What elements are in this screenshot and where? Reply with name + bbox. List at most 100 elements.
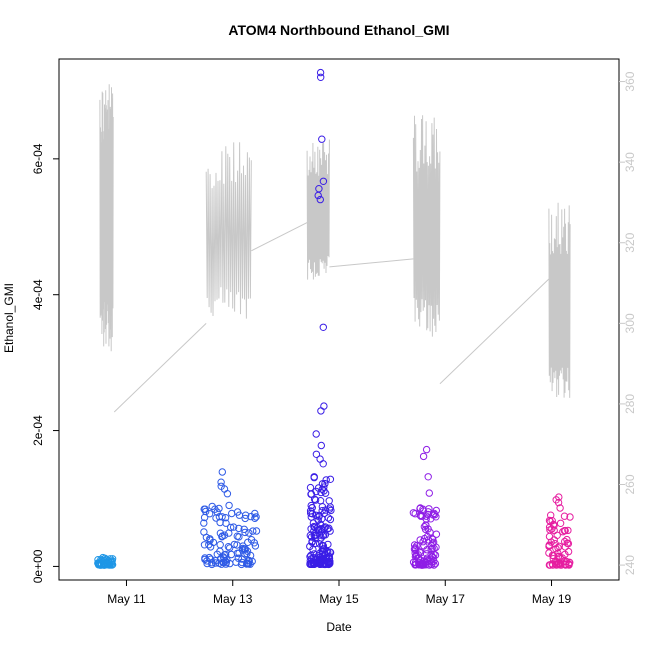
x-tick-label: May 11 [107, 592, 146, 606]
data-point [251, 542, 260, 550]
series-1 [94, 553, 117, 569]
data-point [560, 512, 569, 520]
data-point [430, 544, 438, 553]
data-point [422, 521, 430, 530]
data-point [234, 554, 243, 562]
data-point [238, 555, 246, 563]
data-point [326, 560, 334, 568]
data-point [247, 512, 255, 521]
data-point [324, 540, 332, 549]
data-point [327, 506, 335, 515]
data-point [319, 177, 328, 186]
data-point [558, 554, 566, 562]
data-point [326, 515, 335, 524]
data-point [432, 506, 440, 515]
y-axis-label: Ethanol_GMI [2, 283, 16, 353]
data-point [218, 533, 226, 541]
series-4 [409, 445, 441, 569]
data-point [99, 553, 107, 562]
data-point [410, 541, 419, 549]
data-point [554, 552, 563, 560]
data-point [317, 525, 325, 533]
data-point [226, 559, 234, 568]
data-point [235, 524, 243, 533]
data-point [245, 529, 253, 537]
x-tick-label: May 19 [532, 592, 572, 606]
data-point [545, 561, 554, 569]
secondary-line-connector-2 [251, 222, 308, 252]
data-point [317, 441, 325, 450]
data-point [225, 501, 233, 510]
secondary-line-segment-5 [548, 202, 571, 398]
data-point [326, 527, 334, 535]
data-point [314, 484, 323, 492]
data-point [426, 528, 434, 536]
data-point [218, 468, 227, 476]
data-point [553, 531, 561, 539]
data-point [203, 557, 211, 565]
data-point [241, 528, 249, 537]
secondary-line-segment-4 [412, 115, 441, 337]
data-point [311, 539, 320, 547]
data-point [316, 455, 324, 463]
data-point [211, 557, 220, 565]
data-point [202, 533, 211, 542]
data-point [316, 68, 325, 77]
secondary-line-segment-2 [205, 142, 252, 319]
y2-tick-label: 260 [623, 474, 637, 494]
data-point [315, 185, 323, 193]
data-point [420, 523, 429, 531]
data-point [252, 527, 261, 535]
data-point [312, 430, 320, 438]
data-point [311, 496, 320, 504]
data-point [317, 407, 325, 415]
data-point [416, 548, 424, 556]
secondary-line-segment-3 [306, 139, 330, 280]
series-2 [200, 468, 261, 569]
data-point [240, 545, 249, 553]
data-point [251, 514, 259, 522]
y2-tick-label: 300 [623, 313, 637, 333]
plot-area: May 11 May 13 May 15 May 17 May 19 0e+00 2e-04… [31, 58, 637, 606]
data-point [545, 516, 554, 525]
data-point [222, 519, 230, 527]
data-point [561, 537, 569, 546]
data-point [319, 323, 327, 331]
data-point [310, 495, 319, 503]
data-point [315, 549, 324, 558]
data-point [422, 445, 431, 454]
data-point [564, 526, 572, 535]
chart-title: ATOM4 Northbound Ethanol_GMI [228, 22, 449, 38]
data-point [547, 511, 555, 519]
data-point [307, 490, 316, 498]
data-point [564, 547, 573, 556]
x-tick-label: May 15 [319, 592, 359, 606]
data-point [416, 556, 424, 564]
data-point [200, 519, 208, 527]
series-5 [545, 493, 574, 569]
data-point [320, 402, 328, 410]
secondary-line-group [99, 84, 571, 413]
data-point [307, 525, 315, 533]
x-tick-label: May 13 [213, 592, 253, 606]
secondary-line-segment-1 [99, 84, 114, 352]
secondary-line-connector-3 [329, 258, 414, 268]
data-point [561, 560, 570, 569]
data-point [317, 73, 325, 82]
data-point [321, 523, 329, 531]
data-point [424, 510, 432, 519]
data-point [548, 517, 556, 525]
data-point [200, 513, 209, 522]
data-point [319, 460, 327, 468]
data-point [432, 530, 441, 538]
data-point [563, 535, 571, 544]
data-point [95, 559, 103, 567]
data-point [208, 559, 216, 567]
data-point [245, 556, 254, 565]
data-point [425, 489, 433, 497]
data-point [409, 509, 418, 517]
y2-tick-label: 340 [623, 152, 637, 172]
data-point [554, 561, 562, 569]
data-point [423, 546, 431, 554]
